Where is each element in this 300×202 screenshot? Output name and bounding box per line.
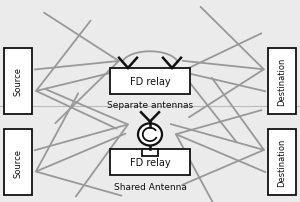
Text: FD relay: FD relay: [130, 157, 170, 167]
Bar: [4, 129, 32, 195]
Bar: [142, 149, 158, 156]
Text: Source: Source: [14, 67, 22, 96]
Text: Destination: Destination: [278, 138, 286, 186]
Text: Shared Antenna: Shared Antenna: [114, 182, 186, 191]
Bar: [4, 48, 32, 115]
Bar: [110, 68, 190, 94]
Text: FD relay: FD relay: [130, 77, 170, 86]
Text: Separate antennas: Separate antennas: [107, 101, 193, 110]
Bar: [110, 149, 190, 175]
Circle shape: [138, 124, 162, 146]
Bar: [268, 48, 296, 115]
Text: Source: Source: [14, 148, 22, 177]
Text: Destination: Destination: [278, 57, 286, 105]
Bar: [268, 129, 296, 195]
